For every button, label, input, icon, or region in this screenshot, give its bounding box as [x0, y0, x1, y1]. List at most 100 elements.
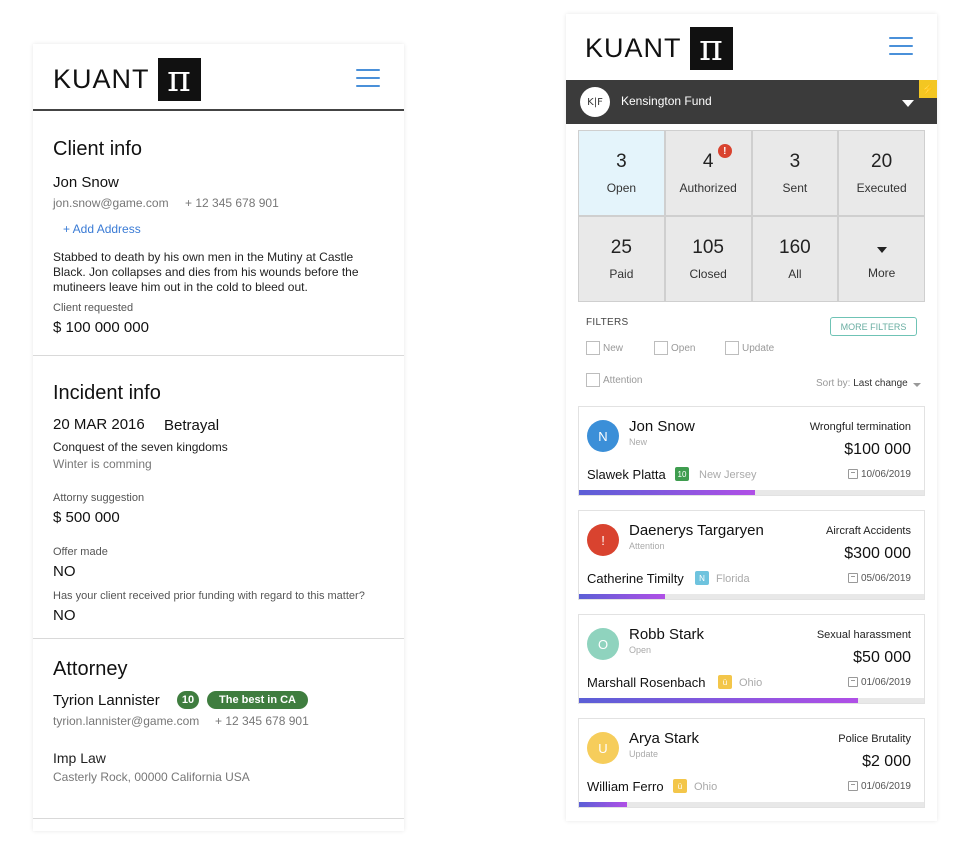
attorney-name: Tyrion Lannister [53, 692, 160, 709]
status-avatar: ! [587, 524, 619, 556]
stat-authorized[interactable]: 4 Authorized ! [665, 131, 751, 215]
calendar-icon [848, 677, 858, 687]
brand-text: KUANT [53, 64, 150, 94]
stat-label: Executed [856, 181, 907, 195]
client-name: Jon Snow [53, 174, 119, 191]
case-date: 01/06/2019 [860, 781, 911, 792]
case-status: New [629, 437, 648, 447]
filter-checkbox-open[interactable]: Open [654, 341, 695, 355]
client-info-title: Client info [53, 138, 142, 160]
filter-checkbox-attention[interactable]: Attention [586, 373, 642, 387]
checkbox[interactable] [586, 373, 600, 387]
brand-symbol: π [689, 27, 733, 70]
checkbox-label: New [603, 342, 624, 354]
stat-label: More [867, 265, 896, 280]
incident-info-title: Incident info [53, 382, 161, 404]
stat-more[interactable]: More [839, 217, 924, 301]
filter-checkbox-new[interactable]: New [586, 341, 623, 355]
prior-funding-value: NO [53, 607, 76, 624]
case-client-name: Arya Stark [629, 730, 700, 747]
fund-selector[interactable]: K|F Kensington Fund ⚡ [566, 80, 937, 124]
more-filters-button[interactable]: MORE FILTERS [830, 317, 917, 336]
incident-date: 20 MAR 2016 [53, 416, 145, 433]
case-client-name: Robb Stark [629, 626, 705, 643]
stat-label: Sent [782, 181, 808, 195]
offer-made-value: NO [53, 563, 76, 580]
hamburger-menu-icon[interactable] [889, 37, 913, 55]
attorney-suggestion-label: Attorny suggestion [53, 492, 145, 504]
status-avatar: N [587, 420, 619, 452]
stat-executed[interactable]: 20 Executed [839, 131, 924, 215]
stat-all[interactable]: 160 All [752, 217, 838, 301]
brand-logo: KUANT π [53, 58, 201, 101]
header-divider [33, 109, 404, 111]
checkbox[interactable] [725, 341, 739, 355]
case-card[interactable]: ! Daenerys Targaryen Attention Aircraft … [578, 510, 925, 600]
progress-fill [579, 594, 666, 599]
calendar-icon [848, 781, 858, 791]
incident-subtitle: Winter is comming [53, 457, 152, 471]
stat-value: 20 [871, 151, 893, 172]
stat-label: Closed [689, 267, 727, 281]
checkbox-label: Attention [603, 374, 643, 386]
case-amount: $300 000 [844, 545, 911, 562]
case-card[interactable]: O Robb Stark Open Sexual harassment $50 … [578, 614, 925, 704]
stat-label: Authorized [679, 181, 737, 195]
attorney-badge: ü [673, 779, 687, 793]
section-divider [33, 638, 404, 639]
case-attorney: Catherine Timilty [587, 571, 684, 586]
case-amount: $2 000 [862, 753, 911, 770]
stat-sent[interactable]: 3 Sent [752, 131, 838, 215]
case-date: 10/06/2019 [860, 469, 911, 480]
stat-label: Paid [609, 267, 634, 281]
case-detail-panel: KUANT π Client info Jon Snow jon.snow@ga… [33, 44, 404, 831]
checkbox-label: Update [742, 342, 775, 354]
stat-value: 3 [789, 151, 801, 172]
case-attorney: William Ferro [587, 779, 664, 794]
case-type: Police Brutality [838, 733, 911, 745]
checkbox[interactable] [586, 341, 600, 355]
case-state: Florida [716, 573, 750, 585]
stat-value: 4 [702, 151, 714, 172]
lightning-icon[interactable]: ⚡ [919, 80, 937, 98]
description-line: Stabbed to death by his own men in the M… [53, 250, 354, 264]
chevron-down-icon[interactable] [902, 100, 914, 107]
attorney-badge: ü [718, 675, 732, 689]
filters-label: FILTERS [586, 317, 629, 328]
checkbox[interactable] [654, 341, 668, 355]
stat-open[interactable]: 3 Open [579, 131, 664, 215]
stat-value: 25 [610, 237, 632, 258]
section-divider [33, 355, 404, 356]
status-avatar: O [587, 628, 619, 660]
progress-fill [579, 802, 628, 807]
stat-value: 160 [779, 237, 811, 258]
progress-fill [579, 698, 859, 703]
client-email: jon.snow@game.com [53, 196, 169, 210]
attorney-firm: Imp Law [53, 750, 106, 766]
attorney-suggestion-value: $ 500 000 [53, 509, 120, 526]
stat-closed[interactable]: 105 Closed [665, 217, 751, 301]
calendar-icon [848, 469, 858, 479]
progress-fill [579, 490, 755, 495]
progress-track [579, 698, 924, 703]
brand-symbol: π [157, 58, 201, 101]
attorney-phone: + 12 345 678 901 [215, 714, 309, 728]
status-grid: 3 Open 4 Authorized ! 3 Sent 20 Executed… [578, 130, 925, 302]
client-requested-value: $ 100 000 000 [53, 319, 149, 336]
client-description: Stabbed to death by his own men in the M… [53, 250, 359, 295]
case-card[interactable]: U Arya Stark Update Police Brutality $2 … [578, 718, 925, 808]
chevron-down-icon[interactable] [913, 383, 921, 387]
checkbox-label: Open [671, 342, 696, 354]
filter-checkbox-update[interactable]: Update [725, 341, 774, 355]
client-phone: + 12 345 678 901 [185, 196, 279, 210]
add-address-link[interactable]: + Add Address [63, 222, 141, 236]
case-card[interactable]: N Jon Snow New Wrongful termination $100… [578, 406, 925, 496]
sort-by-dropdown[interactable]: Sort by: Last change [816, 378, 908, 389]
hamburger-menu-icon[interactable] [356, 69, 380, 87]
case-state: New Jersey [699, 469, 757, 481]
stat-paid[interactable]: 25 Paid [579, 217, 664, 301]
case-client-name: Daenerys Targaryen [629, 522, 764, 539]
brand-logo: KUANT π [585, 27, 733, 70]
progress-track [579, 490, 924, 495]
case-type: Sexual harassment [816, 629, 911, 641]
